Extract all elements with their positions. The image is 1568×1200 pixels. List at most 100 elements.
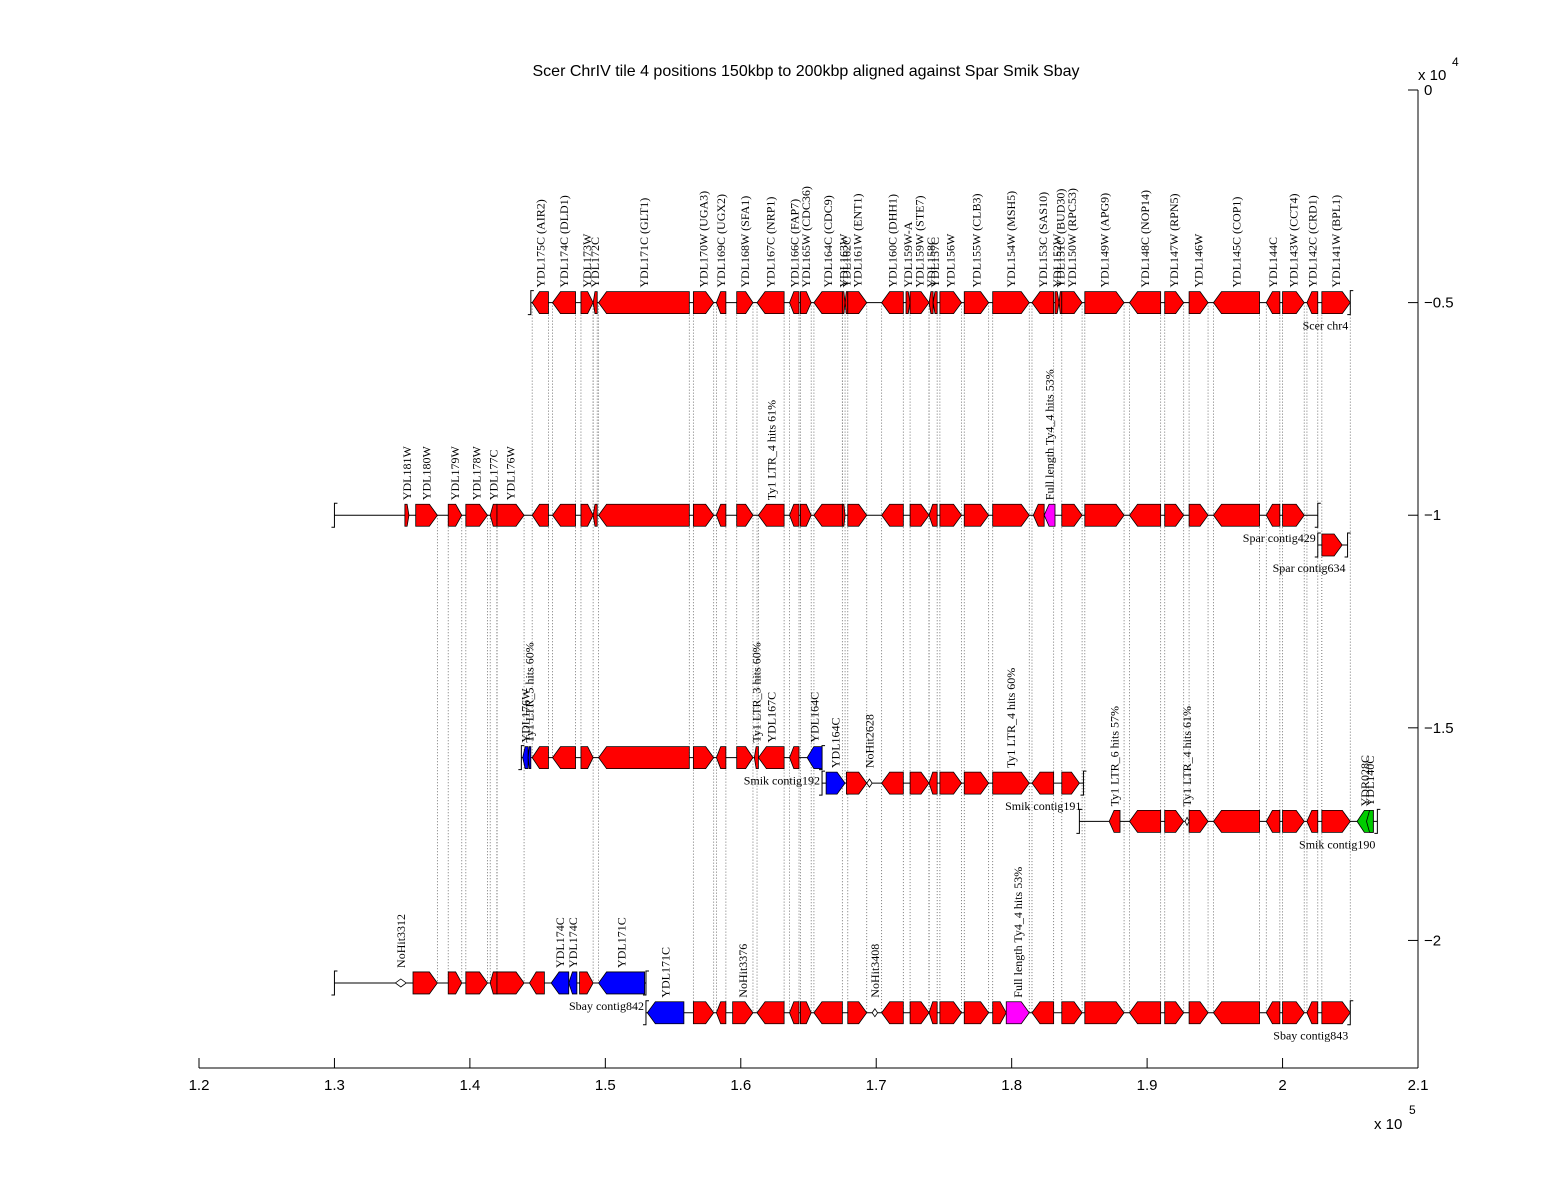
gene-arrow [1306,1001,1319,1025]
gene-arrow [580,291,594,315]
gene-arrow [552,503,576,527]
gene-arrow [412,971,438,995]
gene-arrow [568,971,578,995]
gene-arrow [844,291,849,315]
x-tick-label: 1.2 [189,1077,210,1094]
gene-arrow [1164,809,1185,833]
gene-arrow [1031,1001,1055,1025]
gene-arrow [813,503,843,527]
contig-start-bracket [819,770,826,796]
contig-end-bracket [1344,532,1351,558]
gene-arrow [447,503,463,527]
gene-arrow [1005,1001,1030,1025]
gene-label: YDL155W (CLB3) [969,193,983,287]
gene-label: YDL174C [553,917,567,968]
gene-arrow [1032,503,1045,527]
y-tick-label: −1 [1424,507,1441,524]
gene-arrow [1188,503,1209,527]
gene-arrow [841,503,846,527]
gene-arrow [992,1001,1007,1025]
gene-label: YDL178W [470,446,484,501]
gene-arrow [692,1001,715,1025]
x-tick-label: 1.9 [1137,1077,1158,1094]
gene-arrow [1061,503,1083,527]
gene-label: YDL151C (BUD30) [1053,189,1067,288]
gene-arrow [736,291,754,315]
gene-arrow [1321,1001,1351,1025]
gene-arrow [715,1001,727,1025]
gene-arrow [905,291,911,315]
gene-label: YDL141W (BPL1) [1329,195,1343,288]
gene-label: YDL180W [420,446,434,501]
y-tick-label: 0 [1424,82,1432,99]
gene-arrow [1164,291,1185,315]
x-exponent-base: x 10 [1374,1116,1402,1133]
contig-end-bracket [1314,502,1321,528]
gene-arrow [465,503,488,527]
gene-arrow [806,746,823,769]
gene-arrow [992,291,1030,315]
gene-label: YDL149W (APG9) [1097,193,1111,288]
gene-arrow [592,503,598,527]
gene-arrow [928,503,938,527]
gene-label: YDL153C (SAS10) [1036,192,1050,288]
gene-arrow [757,503,785,527]
gene-arrow [531,503,549,527]
gene-arrow [415,503,438,527]
gene-arrow [1306,291,1319,315]
gene-arrow [932,291,938,315]
gene-arrow [813,1001,843,1025]
gene-label: YDL167C [764,692,778,743]
gene-arrow [1321,809,1351,833]
gene-arrow [692,291,715,315]
gene-arrow [646,1001,685,1025]
gene-label: YDL167C (NRP1) [764,197,778,288]
y-tick-label: −1.5 [1424,720,1454,737]
gene-arrow [756,291,785,315]
contig-start-bracket [1076,808,1083,834]
gene-arrow [789,291,800,315]
gene-label: YDL140C [1363,756,1377,807]
gene-label: Full length Ty4_4 hits 53% [1011,867,1025,998]
gene-label: YDL142C (CRD1) [1305,195,1319,287]
x-tick-label: 1.5 [595,1077,616,1094]
gene-arrow [1129,291,1162,315]
x-tick-label: 1.7 [866,1077,887,1094]
gene-arrow [1129,1001,1162,1025]
gene-arrow [1282,291,1305,315]
track-smik-contig190: Smik contig190 Ty1 LTR_6 hits 57% Ty1 LTR_… [1076,706,1381,851]
feature-marker [394,978,407,988]
gene-arrow [527,746,532,769]
gene-label: Ty1 LTR_4 hits 60% [1004,668,1018,768]
gene-arrow [881,771,904,795]
gene-arrow [1212,503,1260,527]
gene-arrow [1108,809,1121,833]
gene-arrow [732,1001,754,1025]
gene-arrow [592,291,598,315]
gene-label: YDL177C [487,450,501,501]
gene-label: YDL164C [808,692,822,743]
gene-label: NoHit3312 [394,914,408,968]
gene-arrow [531,746,549,769]
gene-label: YDL168W (SFA1) [738,196,752,288]
gene-arrow [881,503,904,527]
gene-arrow [1321,533,1343,557]
gene-arrow [1084,503,1125,527]
track-smik-contig191: Smik contig191 YDL164C NoHit2628 Ty1 LTR_4 … [819,668,1087,813]
gene-arrow [465,971,488,995]
gene-arrow [846,771,868,795]
feature-marker [1184,816,1190,827]
gene-arrow [992,503,1030,527]
gene-label: YDL143W (CCT4) [1286,193,1300,287]
gene-label: YDL156W [944,233,958,288]
gene-arrow [799,503,812,527]
gene-label: YDL170W (UGA3) [697,191,711,288]
gene-label: YDL145C (COP1) [1230,197,1244,288]
gene-arrow [1129,503,1162,527]
gene-arrow [939,503,963,527]
gene-label: YDL160C (DHH1) [885,194,899,288]
gene-label: YDL172C [588,237,602,288]
gene-arrow [928,771,938,795]
gene-arrow [598,291,690,315]
